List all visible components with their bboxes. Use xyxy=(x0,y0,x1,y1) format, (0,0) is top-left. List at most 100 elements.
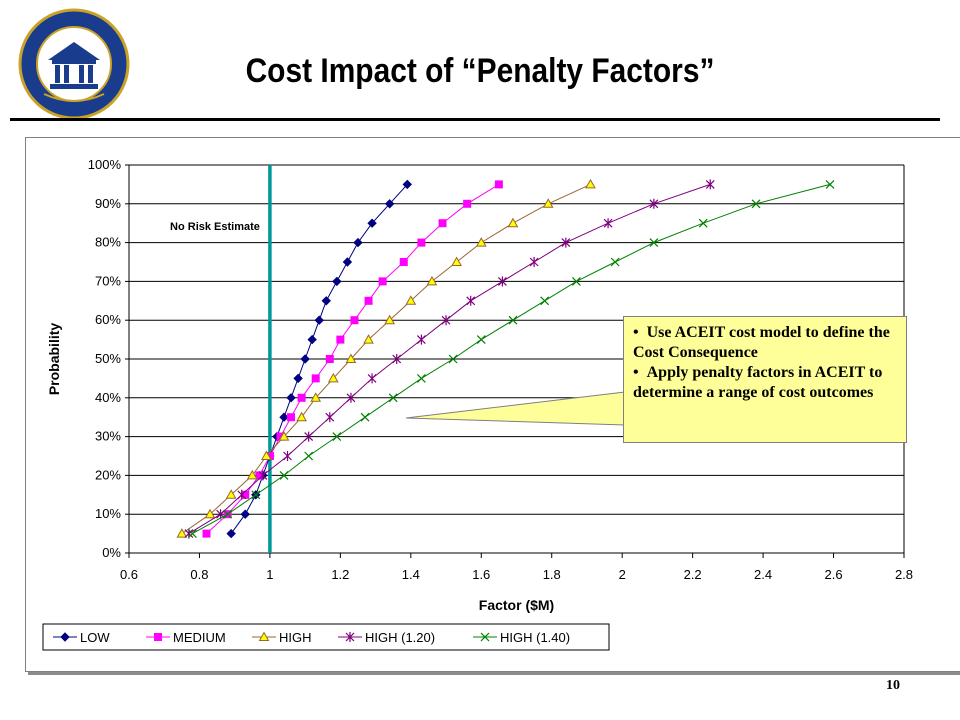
x-tick-label: 1.6 xyxy=(472,567,490,582)
legend-swatch-marker xyxy=(60,632,70,642)
data-point xyxy=(649,198,659,209)
data-point xyxy=(300,354,310,364)
data-point xyxy=(176,528,188,538)
data-point xyxy=(204,508,216,519)
data-point xyxy=(255,471,264,480)
data-point xyxy=(497,276,507,287)
data-point xyxy=(494,180,503,189)
x-tick-label: 2 xyxy=(619,567,626,582)
data-point xyxy=(384,199,395,209)
data-point xyxy=(540,296,550,306)
y-tick-label: 20% xyxy=(95,467,121,482)
legend-label: HIGH xyxy=(279,630,312,645)
legend-swatch-marker xyxy=(154,633,162,641)
data-point xyxy=(325,412,335,423)
data-point xyxy=(278,431,290,441)
y-tick-label: 100% xyxy=(88,157,122,172)
y-axis-title: Probability xyxy=(46,323,62,396)
data-point xyxy=(223,509,233,519)
data-point xyxy=(603,218,613,229)
y-tick-label: 50% xyxy=(95,351,121,366)
x-tick-label: 2.4 xyxy=(754,567,772,582)
data-point xyxy=(342,257,353,267)
data-point xyxy=(542,198,554,208)
data-point xyxy=(307,334,317,345)
y-tick-label: 60% xyxy=(95,312,121,327)
data-point xyxy=(416,373,426,383)
data-point xyxy=(336,335,345,344)
callout-bullet-1: • Use ACEIT cost model to define the Cos… xyxy=(633,324,890,361)
y-tick-label: 90% xyxy=(95,196,121,211)
data-point xyxy=(346,392,356,403)
data-point xyxy=(476,335,486,345)
slide-title: Cost Impact of “Penalty Factors” xyxy=(245,52,715,90)
data-point xyxy=(571,276,581,286)
data-point xyxy=(360,412,370,422)
data-point xyxy=(297,393,306,402)
legend-label: MEDIUM xyxy=(173,630,226,645)
data-point xyxy=(441,315,451,326)
data-point xyxy=(649,238,659,248)
data-point xyxy=(310,392,322,402)
data-point xyxy=(226,528,236,539)
data-point xyxy=(451,256,462,266)
data-point xyxy=(610,257,620,267)
data-point xyxy=(705,179,715,190)
x-tick-label: 1.2 xyxy=(331,567,349,582)
data-point xyxy=(399,258,408,266)
legend-swatch-marker xyxy=(345,632,355,642)
x-tick-label: 1 xyxy=(266,567,273,582)
series-high xyxy=(176,178,596,538)
data-point xyxy=(327,372,339,383)
data-point xyxy=(507,217,519,228)
data-point xyxy=(402,179,413,190)
university-seal-logo xyxy=(18,8,130,120)
data-point xyxy=(286,393,296,403)
data-point xyxy=(364,296,373,305)
x-tick-label: 2.8 xyxy=(895,567,913,582)
data-point xyxy=(405,295,417,305)
data-point xyxy=(698,218,708,228)
data-point xyxy=(261,450,272,460)
y-tick-label: 30% xyxy=(95,429,121,444)
x-tick-label: 0.6 xyxy=(120,567,138,582)
callout-pointer-group xyxy=(405,391,627,426)
data-point xyxy=(392,354,402,364)
y-tick-label: 70% xyxy=(95,273,121,288)
data-point xyxy=(529,257,539,267)
data-point xyxy=(825,179,835,189)
callout-text-1: Use ACEIT cost model to define the Cost … xyxy=(633,324,890,361)
y-tick-label: 10% xyxy=(95,506,121,521)
title-divider xyxy=(10,118,940,121)
data-point xyxy=(345,353,357,363)
data-point xyxy=(332,276,342,287)
y-tick-label: 80% xyxy=(95,235,121,250)
x-axis-title: Factor ($M) xyxy=(479,597,554,613)
x-tick-label: 2.6 xyxy=(825,567,843,582)
data-point xyxy=(225,489,237,499)
data-point xyxy=(251,490,261,500)
legend-swatch-marker xyxy=(258,631,270,641)
x-tick-label: 0.8 xyxy=(190,567,208,582)
callout-bullet-2: • Apply penalty factors in ACEIT to dete… xyxy=(633,364,883,401)
data-point xyxy=(287,413,296,422)
data-point xyxy=(283,451,292,461)
no-risk-estimate-label: No Risk Estimate xyxy=(170,221,260,233)
data-point xyxy=(585,178,596,189)
reference-line-group: No Risk Estimate xyxy=(170,165,272,553)
data-point xyxy=(314,315,324,325)
legend-label: LOW xyxy=(80,630,110,645)
y-tick-label: 40% xyxy=(95,390,121,405)
data-point xyxy=(448,354,458,364)
data-point xyxy=(367,373,377,384)
data-point xyxy=(353,237,363,248)
data-point xyxy=(321,296,331,306)
cost-impact-chart: 0% 10% 20% 30% 40% 50% 60% 70% 80% 90% 100% 0.6 0.8 1… xyxy=(42,157,913,651)
data-point xyxy=(416,334,426,345)
data-point xyxy=(378,277,387,286)
series-group xyxy=(176,178,835,539)
legend: LOW MEDIUM HIGH HIGH (1.20) HIGH (1.40) xyxy=(42,623,610,651)
data-point xyxy=(279,412,289,422)
data-point xyxy=(187,529,197,539)
data-point xyxy=(258,470,268,481)
